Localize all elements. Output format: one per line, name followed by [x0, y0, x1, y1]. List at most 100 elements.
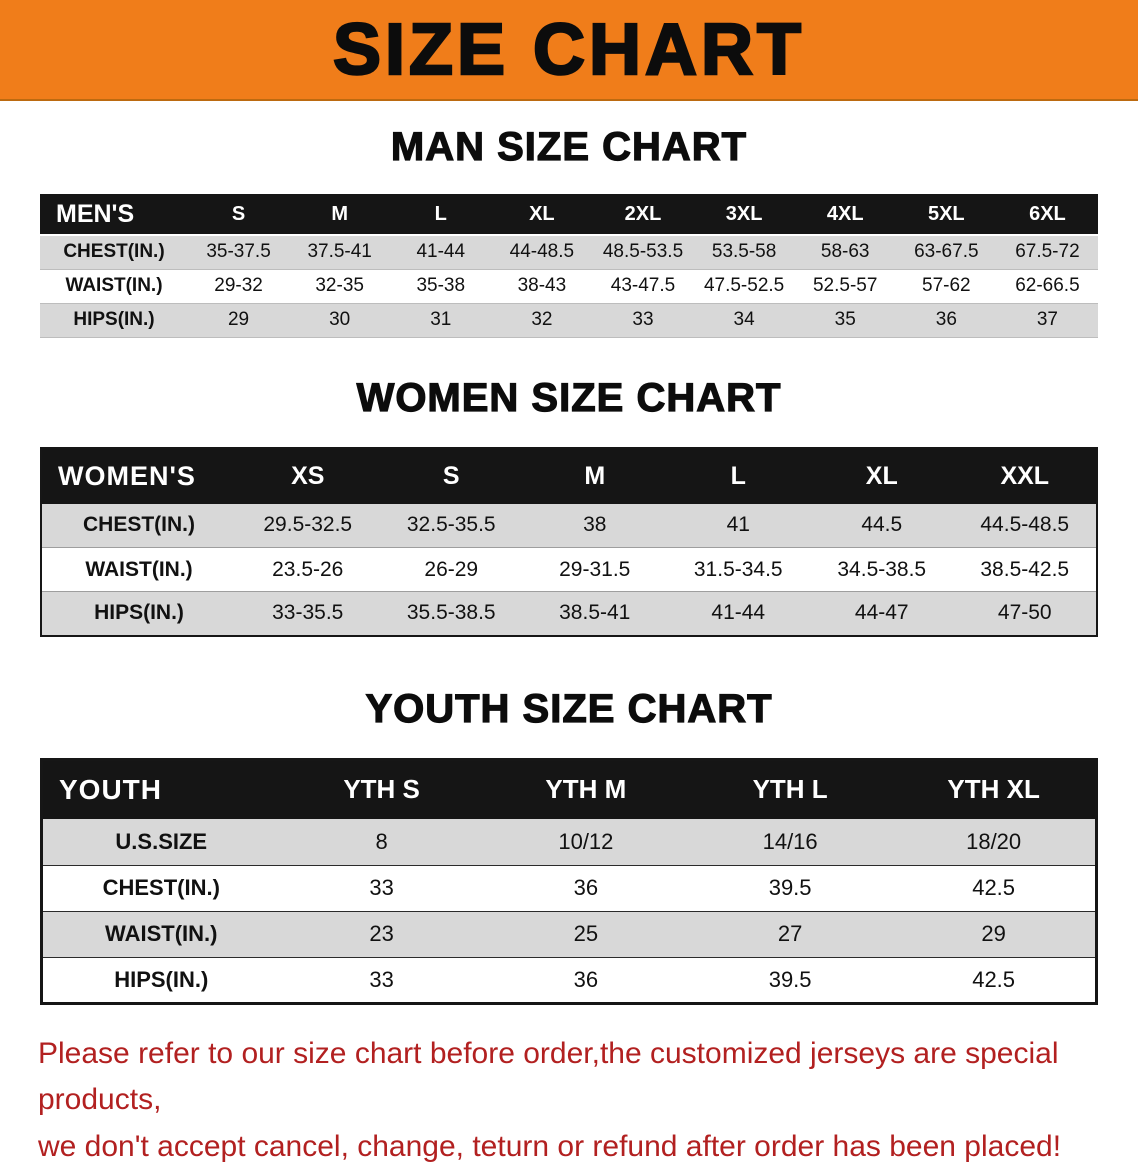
disclaimer-line-2: we don't accept cancel, change, teturn o… [38, 1124, 1100, 1170]
table-title-cell: YOUTH [42, 759, 280, 819]
size-value-cell: 58-63 [795, 235, 896, 269]
row-label-cell: WAIST(IN.) [40, 269, 188, 303]
size-value-cell: 38 [523, 504, 667, 548]
size-value-cell: 33-35.5 [236, 592, 380, 636]
size-column-header: 3XL [694, 194, 795, 235]
size-value-cell: 42.5 [892, 957, 1096, 1003]
size-column-header: M [289, 194, 390, 235]
size-value-cell: 38-43 [491, 269, 592, 303]
size-value-cell: 35.5-38.5 [380, 592, 524, 636]
size-value-cell: 31 [390, 303, 491, 337]
size-value-cell: 39.5 [688, 957, 892, 1003]
size-value-cell: 35-37.5 [188, 235, 289, 269]
size-column-header: YTH L [688, 759, 892, 819]
size-value-cell: 37 [997, 303, 1098, 337]
size-value-cell: 29 [188, 303, 289, 337]
size-value-cell: 33 [280, 865, 484, 911]
size-column-header: YTH S [280, 759, 484, 819]
row-label-cell: WAIST(IN.) [42, 911, 280, 957]
size-value-cell: 23.5-26 [236, 548, 380, 592]
size-column-header: L [667, 448, 811, 504]
size-column-header: S [188, 194, 289, 235]
size-value-cell: 44.5 [810, 504, 954, 548]
row-label-cell: HIPS(IN.) [42, 957, 280, 1003]
size-value-cell: 52.5-57 [795, 269, 896, 303]
size-value-cell: 25 [484, 911, 688, 957]
size-value-cell: 62-66.5 [997, 269, 1098, 303]
size-value-cell: 36 [484, 865, 688, 911]
size-value-cell: 67.5-72 [997, 235, 1098, 269]
size-value-cell: 34 [694, 303, 795, 337]
row-label-cell: CHEST(IN.) [41, 504, 236, 548]
size-value-cell: 53.5-58 [694, 235, 795, 269]
size-value-cell: 29-32 [188, 269, 289, 303]
size-value-cell: 29.5-32.5 [236, 504, 380, 548]
row-label-cell: HIPS(IN.) [41, 592, 236, 636]
size-value-cell: 34.5-38.5 [810, 548, 954, 592]
size-column-header: XS [236, 448, 380, 504]
size-value-cell: 41 [667, 504, 811, 548]
size-value-cell: 36 [484, 957, 688, 1003]
size-value-cell: 18/20 [892, 819, 1096, 865]
size-value-cell: 38.5-41 [523, 592, 667, 636]
row-label-cell: WAIST(IN.) [41, 548, 236, 592]
page-title: SIZE CHART [333, 14, 805, 86]
size-value-cell: 48.5-53.5 [592, 235, 693, 269]
size-value-cell: 31.5-34.5 [667, 548, 811, 592]
size-value-cell: 33 [280, 957, 484, 1003]
row-label-cell: U.S.SIZE [42, 819, 280, 865]
table-title-cell: MEN'S [40, 194, 188, 235]
row-label-cell: HIPS(IN.) [40, 303, 188, 337]
size-value-cell: 39.5 [688, 865, 892, 911]
size-column-header: 4XL [795, 194, 896, 235]
size-value-cell: 32 [491, 303, 592, 337]
size-value-cell: 29 [892, 911, 1096, 957]
size-value-cell: 42.5 [892, 865, 1096, 911]
size-value-cell: 57-62 [896, 269, 997, 303]
row-label-cell: CHEST(IN.) [42, 865, 280, 911]
size-column-header: YTH M [484, 759, 688, 819]
size-column-header: XXL [954, 448, 1098, 504]
size-value-cell: 8 [280, 819, 484, 865]
size-value-cell: 14/16 [688, 819, 892, 865]
size-value-cell: 47.5-52.5 [694, 269, 795, 303]
size-column-header: XL [491, 194, 592, 235]
size-value-cell: 41-44 [667, 592, 811, 636]
size-value-cell: 35-38 [390, 269, 491, 303]
size-column-header: XL [810, 448, 954, 504]
size-value-cell: 30 [289, 303, 390, 337]
disclaimer-line-1: Please refer to our size chart before or… [38, 1031, 1100, 1124]
size-value-cell: 38.5-42.5 [954, 548, 1098, 592]
size-column-header: 5XL [896, 194, 997, 235]
row-label-cell: CHEST(IN.) [40, 235, 188, 269]
size-value-cell: 43-47.5 [592, 269, 693, 303]
size-value-cell: 47-50 [954, 592, 1098, 636]
size-column-header: YTH XL [892, 759, 1096, 819]
size-column-header: 2XL [592, 194, 693, 235]
size-column-header: M [523, 448, 667, 504]
size-value-cell: 44-48.5 [491, 235, 592, 269]
size-value-cell: 32.5-35.5 [380, 504, 524, 548]
size-value-cell: 63-67.5 [896, 235, 997, 269]
size-value-cell: 44-47 [810, 592, 954, 636]
size-value-cell: 26-29 [380, 548, 524, 592]
men-section-heading: MAN SIZE CHART [0, 125, 1138, 170]
size-value-cell: 23 [280, 911, 484, 957]
disclaimer: Please refer to our size chart before or… [38, 1031, 1100, 1170]
youth-section-heading: YOUTH SIZE CHART [0, 687, 1138, 732]
